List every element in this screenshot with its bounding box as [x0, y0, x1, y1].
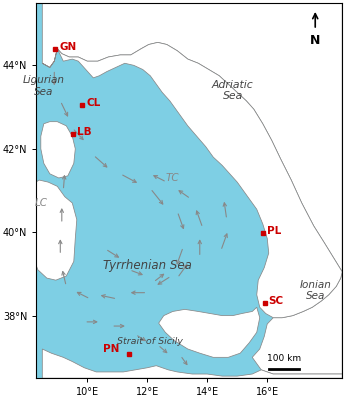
Text: Ligurian
Sea: Ligurian Sea [23, 76, 65, 97]
Polygon shape [42, 349, 342, 378]
Polygon shape [159, 307, 260, 357]
Polygon shape [41, 122, 75, 178]
Text: TC: TC [166, 173, 180, 183]
Text: PL: PL [267, 226, 281, 236]
Polygon shape [42, 42, 342, 318]
Polygon shape [252, 272, 342, 374]
Text: PN: PN [103, 344, 120, 354]
Text: 100 km: 100 km [267, 354, 301, 363]
Polygon shape [30, 180, 77, 280]
Text: GN: GN [59, 42, 76, 52]
Text: Ionian
Sea: Ionian Sea [299, 280, 331, 301]
Text: N: N [310, 34, 321, 47]
Text: CL: CL [86, 98, 100, 108]
Text: Adriatic
Sea: Adriatic Sea [212, 80, 254, 101]
Polygon shape [42, 3, 342, 272]
Text: SC: SC [269, 296, 284, 306]
Text: LC: LC [34, 198, 47, 208]
Text: LB: LB [77, 127, 92, 137]
Text: Tyrrhenian Sea: Tyrrhenian Sea [103, 259, 192, 272]
Text: Strait of Sicily: Strait of Sicily [117, 337, 183, 346]
